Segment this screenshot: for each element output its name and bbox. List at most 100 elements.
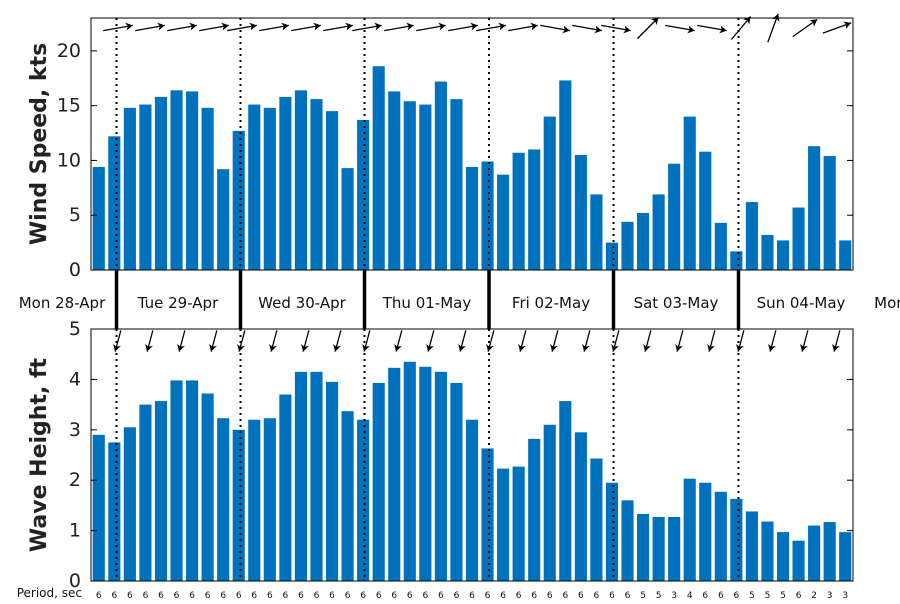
period-value: 6 [422, 591, 428, 600]
wind-bar [217, 169, 230, 270]
wave-ytick-label: 4 [69, 368, 81, 390]
wind-bar [839, 240, 852, 270]
period-value: 6 [500, 591, 506, 600]
wind-bar [279, 96, 292, 270]
wave-direction-arrow [333, 330, 342, 352]
wave-bar [139, 404, 152, 581]
wave-bar [357, 419, 370, 581]
wave-bar [652, 516, 665, 581]
wave-bar [341, 411, 354, 581]
period-value: 5 [656, 591, 662, 600]
wind-bar [730, 251, 743, 270]
wind-bar [357, 119, 370, 271]
wave-bar [792, 540, 805, 581]
wave-bar [294, 371, 307, 581]
period-value: 6 [438, 591, 444, 600]
wave-direction-arrow [362, 330, 371, 352]
wind-bar [761, 234, 774, 270]
wind-bar [652, 194, 665, 270]
period-value: 4 [687, 591, 693, 600]
period-value: 6 [298, 591, 304, 600]
period-value: 6 [796, 591, 802, 600]
wind-bar [745, 202, 758, 270]
wave-ytick-label: 0 [69, 570, 81, 592]
wave-bar [217, 418, 230, 581]
wave-ytick-label: 1 [69, 520, 81, 542]
period-value: 6 [267, 591, 273, 600]
period-value: 6 [594, 591, 600, 600]
wind-bar [294, 90, 307, 270]
wind-direction-arrow [792, 18, 818, 38]
wave-bar [808, 525, 821, 581]
wind-ylabel: Wind Speed, kts [27, 43, 52, 245]
period-value: 6 [205, 591, 211, 600]
wind-bar [481, 161, 494, 270]
period-value: 6 [220, 591, 226, 600]
period-value: 2 [811, 591, 817, 600]
wind-direction-arrow [572, 24, 602, 34]
wind-bar [434, 81, 447, 270]
wind-direction-arrow [227, 22, 257, 32]
period-value: 3 [842, 591, 848, 600]
wind-bar [186, 91, 199, 270]
wave-direction-arrow [209, 330, 218, 352]
wave-direction-arrow [768, 330, 777, 352]
period-value: 6 [251, 591, 257, 600]
wind-bar [139, 104, 152, 270]
wave-bar [108, 442, 121, 581]
wind-bar [512, 152, 525, 270]
wave-direction-arrow [394, 330, 403, 352]
period-value: 5 [780, 591, 786, 600]
wave-bar [559, 401, 572, 581]
wave-bar [668, 516, 681, 581]
wind-ytick-label: 0 [69, 259, 81, 281]
period-value: 6 [174, 591, 180, 600]
wind-bar [263, 107, 276, 270]
wave-bar [730, 498, 743, 581]
wind-direction-arrow [323, 22, 353, 32]
wind-bar [823, 156, 836, 270]
wind-direction-arrow [103, 22, 133, 32]
period-value: 6 [516, 591, 522, 600]
period-value: 6 [718, 591, 724, 600]
period-value: 6 [531, 591, 537, 600]
wave-direction-arrow [643, 330, 652, 352]
wave-bar [325, 381, 339, 581]
day-label: Sun 04-May [757, 294, 846, 312]
wave-bar [123, 427, 136, 581]
wave-direction-arrow [145, 330, 154, 352]
wave-direction-arrow [736, 330, 745, 352]
period-value: 5 [749, 591, 755, 600]
wind-ytick-label: 10 [57, 149, 81, 171]
wind-bar [559, 80, 572, 270]
wave-bar [497, 468, 510, 581]
wind-ytick-label: 15 [57, 95, 81, 117]
wave-bar [621, 500, 634, 581]
wind-direction-arrow [448, 22, 478, 32]
wave-bar [310, 371, 323, 581]
wave-bar [839, 532, 852, 581]
wave-bar [403, 361, 416, 581]
wind-bar [232, 130, 245, 270]
wind-direction-arrow [540, 24, 570, 34]
wave-bar [699, 482, 712, 581]
wind-direction-arrow [730, 16, 752, 40]
period-value: 6 [345, 591, 351, 600]
wind-bar [341, 168, 354, 270]
wave-bar [419, 366, 432, 581]
wave-bar [92, 434, 105, 581]
period-value: 6 [469, 591, 475, 600]
period-value: 6 [578, 591, 584, 600]
wave-bar [263, 418, 276, 581]
wave-direction-arrow [800, 330, 809, 352]
wave-direction-arrow [269, 330, 278, 352]
wind-ytick-label: 5 [69, 204, 81, 226]
wave-direction-arrow [237, 330, 246, 352]
wind-direction-arrow [135, 22, 165, 32]
wind-direction-arrow [199, 22, 229, 32]
wave-bar [248, 419, 261, 581]
period-value: 6 [236, 591, 242, 600]
wind-bar [605, 242, 619, 270]
wind-direction-arrow [767, 13, 780, 43]
